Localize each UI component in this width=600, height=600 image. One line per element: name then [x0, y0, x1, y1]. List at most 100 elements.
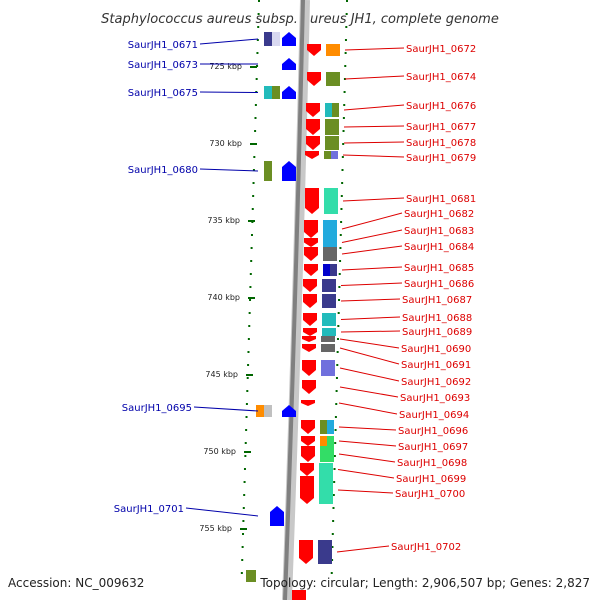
reverse-gene-arrow	[307, 44, 321, 56]
tick-dot	[241, 546, 244, 548]
tick-dot	[340, 221, 343, 223]
reverse-cog-box	[332, 103, 339, 117]
tick-dot	[249, 286, 252, 288]
reverse-cog-box	[323, 220, 337, 238]
forward-cog-box	[264, 405, 272, 417]
reverse-gene-label: SaurJH1_0678	[406, 138, 476, 149]
reverse-leader-line	[342, 154, 405, 158]
reverse-gene-label: SaurJH1_0677	[406, 122, 476, 133]
reverse-cog-box	[327, 420, 334, 434]
reverse-gene-label: SaurJH1_0699	[396, 474, 466, 485]
tick-dot	[254, 117, 257, 119]
scale-label: 740 kbp	[207, 293, 240, 302]
reverse-gene-arrow	[301, 420, 315, 434]
tick-dot	[243, 468, 246, 470]
tick-dot	[250, 247, 253, 249]
reverse-gene-arrow	[305, 188, 319, 214]
genome-backbone	[282, 0, 310, 600]
tick-dot	[242, 520, 245, 522]
tick-dot	[253, 156, 256, 158]
tick-dot	[343, 104, 346, 106]
tick-dot	[246, 377, 249, 379]
tick-dot	[338, 286, 341, 288]
reverse-leader-line	[343, 141, 405, 144]
reverse-leader-line	[340, 298, 401, 302]
tick-dot	[245, 429, 248, 431]
tick-dot	[256, 65, 259, 67]
reverse-cog-box	[326, 72, 340, 86]
reverse-gene-label: SaurJH1_0700	[395, 489, 465, 500]
reverse-gene-arrow	[304, 264, 318, 276]
reverse-cog-box	[323, 238, 337, 247]
forward-gene-arrow	[270, 506, 284, 526]
reverse-leader-line	[343, 125, 405, 128]
forward-leader-line	[199, 38, 259, 45]
tick-dot	[241, 559, 244, 561]
reverse-gene-label: SaurJH1_0674	[406, 72, 476, 83]
forward-gene-label: SaurJH1_0671	[128, 40, 198, 51]
reverse-leader-line	[344, 47, 405, 51]
tick-dot	[333, 468, 336, 470]
forward-gene-label: SaurJH1_0680	[128, 165, 198, 176]
reverse-gene-arrow	[300, 476, 314, 504]
reverse-gene-arrow	[304, 220, 318, 238]
tick-dot	[336, 364, 339, 366]
tick-dot	[247, 364, 250, 366]
forward-cog-box	[272, 86, 280, 99]
tick-dot	[245, 403, 248, 405]
reverse-leader-line	[338, 426, 397, 431]
tick-marks	[240, 0, 348, 574]
tick-dot	[248, 312, 251, 314]
tick-dot	[342, 143, 345, 145]
tick-dot	[345, 26, 348, 28]
tick-dot	[248, 325, 251, 327]
reverse-gene-arrow	[307, 72, 321, 86]
tick-dot	[335, 403, 338, 405]
reverse-gene-arrow	[306, 119, 320, 135]
reverse-leader-line	[343, 104, 405, 111]
scale-label: 745 kbp	[205, 370, 238, 379]
reverse-gene-arrow	[300, 463, 314, 476]
reverse-cog-box	[324, 151, 331, 159]
tick-dot	[244, 455, 247, 457]
tick-dot	[242, 533, 245, 535]
reverse-gene-label: SaurJH1_0672	[406, 44, 476, 55]
reverse-gene-arrow	[304, 238, 318, 247]
reverse-cog-box	[321, 344, 335, 352]
tick-dot	[250, 234, 253, 236]
tick-dot	[252, 195, 255, 197]
tick-dot	[343, 78, 346, 80]
tick-dot	[337, 325, 340, 327]
reverse-gene-arrow	[303, 313, 317, 326]
reverse-leader-line	[340, 282, 403, 286]
scale-tick	[240, 528, 247, 530]
reverse-gene-arrow	[303, 279, 317, 292]
reverse-cog-box	[321, 360, 335, 376]
reverse-gene-label: SaurJH1_0697	[398, 442, 468, 453]
tick-dot	[243, 494, 246, 496]
tick-dot	[345, 13, 348, 15]
reverse-gene-arrow	[301, 400, 315, 406]
reverse-leader-line	[339, 386, 399, 398]
reverse-leader-line	[340, 330, 401, 333]
tick-dot	[340, 195, 343, 197]
scale-tick	[250, 143, 257, 145]
tick-dot	[254, 104, 257, 106]
tick-dot	[335, 377, 338, 379]
reverse-gene-label: SaurJH1_0690	[401, 344, 471, 355]
tick-dot	[246, 390, 249, 392]
tick-dot	[332, 494, 335, 496]
reverse-leader-line	[339, 347, 400, 365]
reverse-cog-box	[323, 247, 337, 261]
forward-leader-line	[199, 91, 259, 93]
tick-dot	[331, 559, 334, 561]
forward-gene-arrow	[282, 405, 296, 417]
reverse-cog-box	[323, 264, 330, 276]
reverse-gene-label: SaurJH1_0686	[404, 279, 474, 290]
reverse-gene-arrow	[301, 436, 315, 446]
tick-dot	[254, 130, 257, 132]
forward-gene-label: SaurJH1_0695	[122, 403, 192, 414]
reverse-cog-box	[324, 188, 338, 214]
tick-dot	[240, 572, 243, 574]
